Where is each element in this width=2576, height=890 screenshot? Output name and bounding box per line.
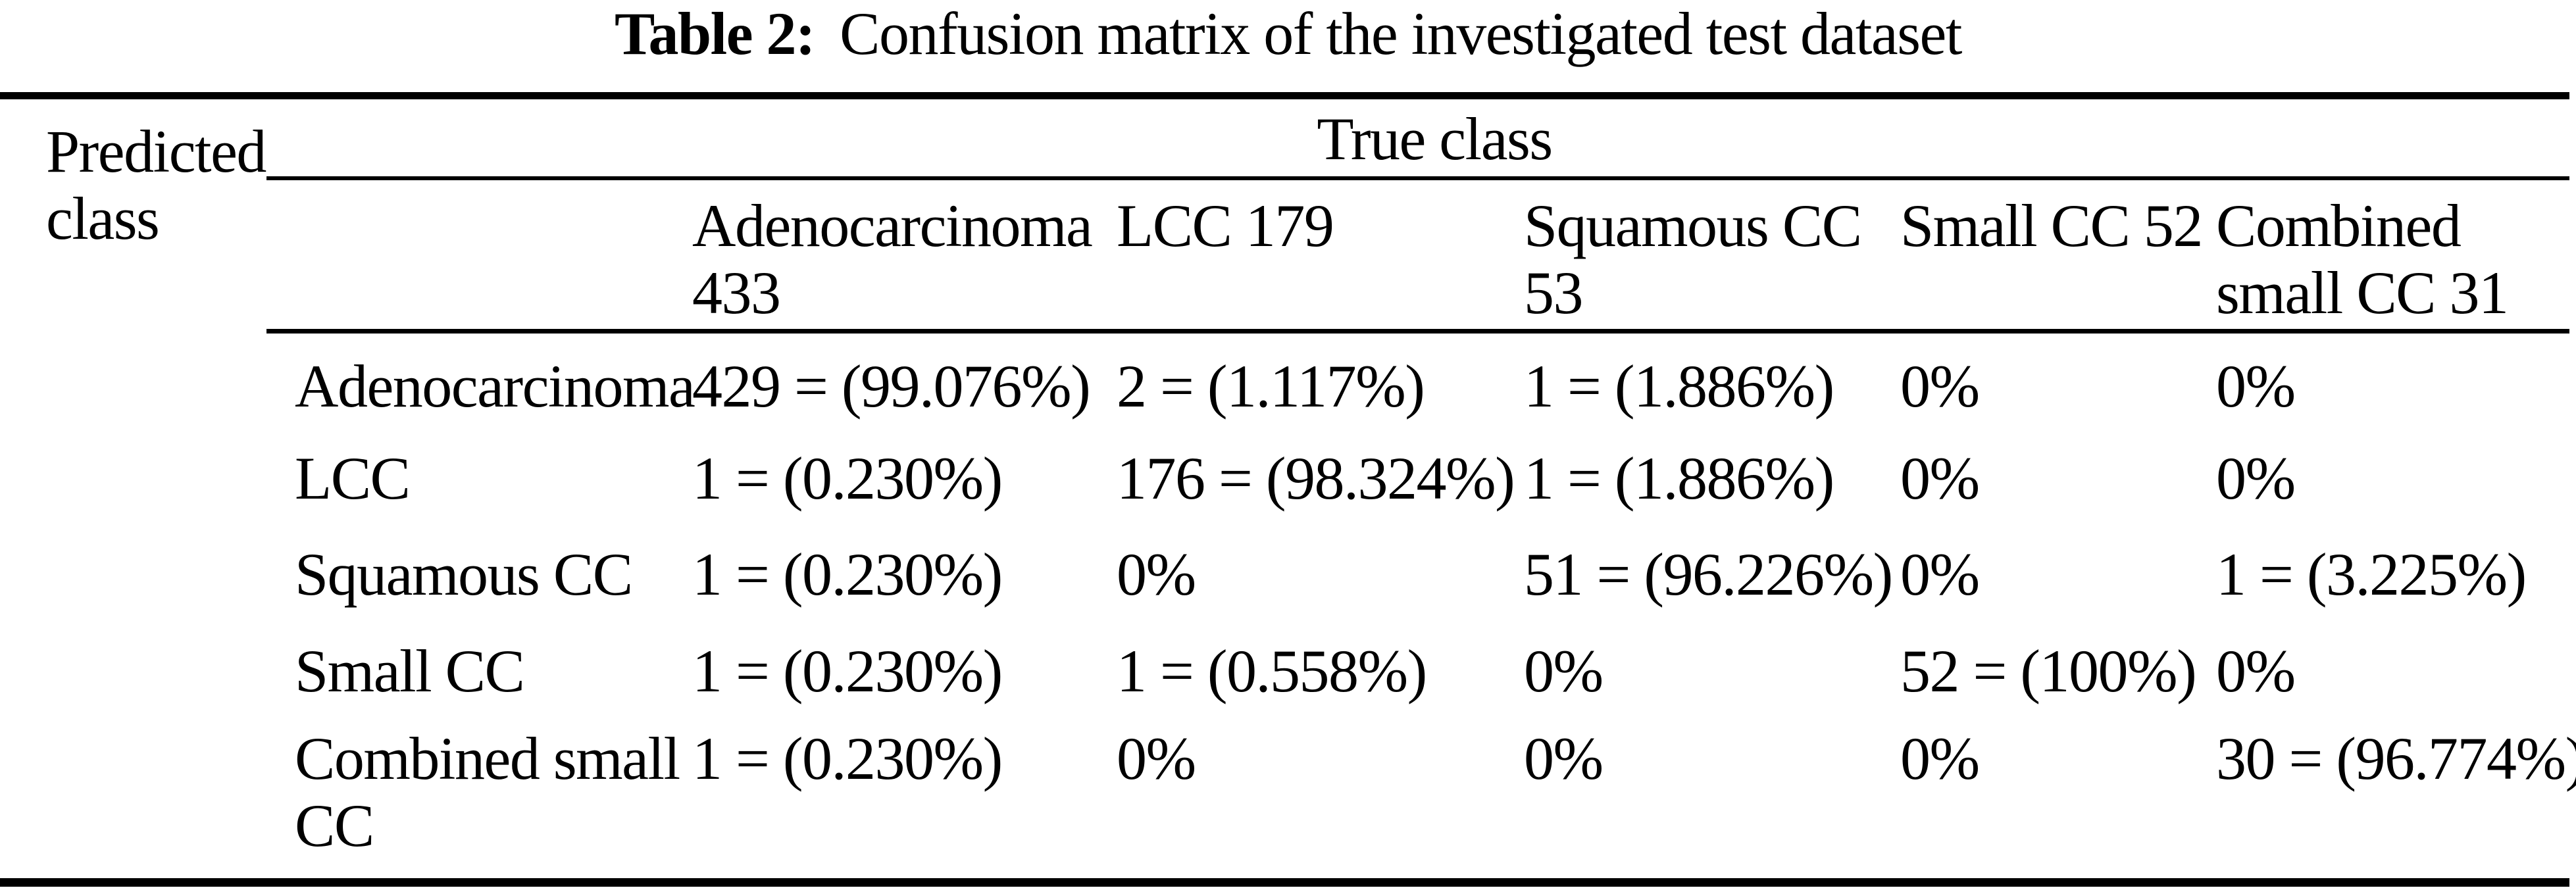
predicted-class-axis-label: Predicted class: [46, 118, 266, 252]
bottom-rule: [0, 878, 2569, 887]
true-class-axis-label: True class: [1317, 105, 1553, 172]
matrix-cell: 0%: [1524, 637, 1604, 705]
matrix-cell: 1 = (0.230%): [692, 445, 1003, 512]
matrix-cell: 0%: [2216, 637, 2296, 705]
column-header-small-cc: Small CC 52: [1900, 192, 2203, 259]
matrix-cell: 0%: [1117, 541, 1196, 608]
matrix-cell: 0%: [2216, 445, 2296, 512]
matrix-cell: 52 = (100%): [1900, 637, 2197, 705]
matrix-cell: 1 = (0.230%): [692, 541, 1003, 608]
column-header-combined-small-cc: Combined small CC 31: [2216, 192, 2509, 326]
matrix-cell: 0%: [1900, 445, 1980, 512]
matrix-cell: 429 = (99.076%): [692, 353, 1091, 420]
matrix-cell: 0%: [2216, 353, 2296, 420]
matrix-cell: 176 = (98.324%): [1117, 445, 1515, 512]
true-class-rule: [266, 176, 2569, 180]
row-label-adenocarcinoma: Adenocarcinoma: [295, 353, 695, 420]
row-label-small-cc: Small CC: [295, 637, 525, 705]
matrix-cell: 1 = (3.225%): [2216, 541, 2527, 608]
table-caption-text: Confusion matrix of the investigated tes…: [840, 0, 1962, 67]
header-rule: [266, 329, 2569, 334]
row-label-combined-small-cc: Combined small CC: [295, 725, 680, 859]
matrix-cell: 0%: [1900, 353, 1980, 420]
matrix-cell: 1 = (0.230%): [692, 637, 1003, 705]
column-header-lcc: LCC 179: [1117, 192, 1334, 259]
matrix-cell: 30 = (96.774%): [2216, 725, 2576, 792]
column-header-adenocarcinoma: Adenocarcinoma 433: [692, 192, 1093, 326]
matrix-cell: 2 = (1.117%): [1117, 353, 1425, 420]
matrix-cell: 0%: [1117, 725, 1196, 792]
column-header-squamous-cc: Squamous CC 53: [1524, 192, 1862, 326]
matrix-cell: 1 = (0.230%): [692, 725, 1003, 792]
table-caption: Table 2: Confusion matrix of the investig…: [0, 0, 2576, 67]
matrix-cell: 51 = (96.226%): [1524, 541, 1893, 608]
row-label-squamous-cc: Squamous CC: [295, 541, 633, 608]
matrix-cell: 1 = (1.886%): [1524, 353, 1834, 420]
row-label-lcc: LCC: [295, 445, 411, 512]
matrix-cell: 1 = (1.886%): [1524, 445, 1834, 512]
matrix-cell: 1 = (0.558%): [1117, 637, 1427, 705]
matrix-cell: 0%: [1900, 725, 1980, 792]
top-rule: [0, 92, 2569, 99]
matrix-cell: 0%: [1900, 541, 1980, 608]
table-caption-number: Table 2:: [615, 0, 816, 67]
matrix-cell: 0%: [1524, 725, 1604, 792]
